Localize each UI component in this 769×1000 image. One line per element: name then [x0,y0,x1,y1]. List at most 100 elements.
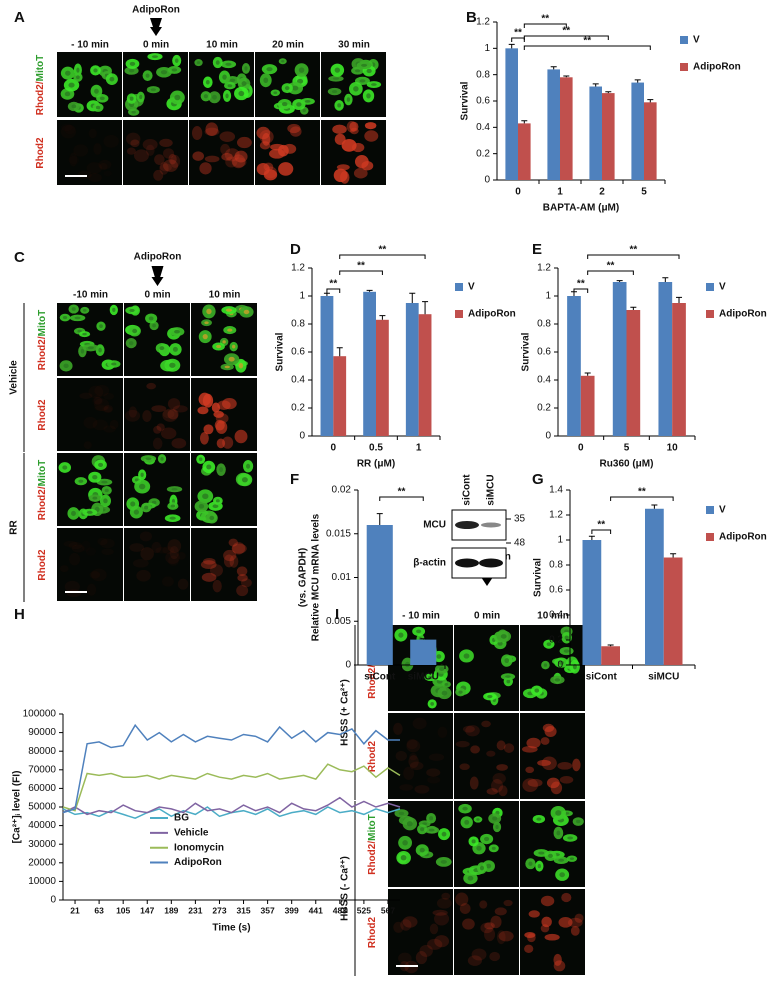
y-tick-label: 0.6 [476,96,490,107]
blot-band [481,522,501,528]
cell-signal [494,907,507,916]
legend-label: Vehicle [174,827,209,838]
cell-signal [93,143,102,155]
cell-nucleus [145,73,150,78]
cell-signal [167,398,181,410]
cell-signal [459,903,471,914]
cell-nucleus [169,362,176,368]
cell-nucleus [463,653,470,659]
cell-signal [232,157,247,168]
row-label-part: MitoT [37,310,48,337]
cell-signal [171,438,187,449]
cell-nucleus [353,86,359,92]
x-tick-label: 1 [416,443,422,454]
legend-swatch [680,36,688,44]
row-label: Rhod2/MitoT [37,310,48,371]
data-line [62,763,401,812]
y-tick-label: 1.4 [549,485,563,496]
cell-signal [101,548,113,555]
row-label-part: MitoT [35,55,46,82]
cell-nucleus [80,348,85,354]
y-tick-label: 0.2 [291,403,305,414]
row-label: Rhod2 [37,399,48,431]
cell-nucleus [546,642,552,646]
cell-signal [204,127,220,136]
significance-label: ** [398,487,406,498]
cell-signal [153,425,162,434]
cell-signal [83,441,92,450]
y-tick-label: 0.6 [291,347,305,358]
x-tick-label: 10 [667,443,679,454]
cell-nucleus [302,109,306,113]
cell-signal [541,756,557,771]
cell-signal [203,424,214,435]
cell-nucleus [492,816,498,821]
cell-signal [167,539,182,553]
cell-nucleus [246,463,251,469]
cell-signal [537,759,552,766]
cell-nucleus [487,694,493,699]
cell-signal [133,149,149,162]
cell-nucleus [464,819,470,825]
significance-label: ** [514,28,522,39]
cell-nucleus [198,457,203,462]
error-bar [366,289,373,292]
bar [320,296,334,436]
cell-signal [455,740,470,748]
cell-nucleus [558,660,565,665]
significance-label: ** [583,36,591,47]
column-label: 10 min [537,611,569,622]
cell-nucleus [82,308,87,312]
cell-nucleus [109,76,115,82]
cell-signal [231,543,247,554]
cell-nucleus [224,365,230,369]
x-tick-label: 63 [94,905,104,915]
y-tick-label: 0.005 [326,616,351,627]
cell-signal [480,922,494,934]
cell-signal [432,909,448,916]
cell-signal [349,121,359,132]
column-label: 0 min [474,611,500,622]
cell-signal [427,938,443,950]
cell-nucleus [92,496,98,500]
cell-nucleus [151,55,159,59]
cell-nucleus [567,836,574,840]
cell-nucleus [62,316,68,320]
error-bar [508,43,515,49]
row-label-part: Rhod2 [37,549,48,581]
cell-signal [204,155,220,163]
row-label: Rhod2 [35,137,46,169]
y-tick-label: 0.4 [476,122,490,133]
cell-nucleus [491,846,496,850]
cell-nucleus [205,79,210,85]
cell-nucleus [77,329,82,333]
x-tick-label: siMCU [648,672,679,683]
y-tick-label: 0.2 [537,403,551,414]
cell-signal [159,163,172,172]
cell-signal [278,162,294,176]
cell-signal [484,922,495,930]
x-tick-label: siCont [586,672,618,683]
x-tick-label: 231 [188,905,202,915]
cell-signal [73,144,88,157]
blot-marker: 35 [514,514,526,525]
micrograph [388,889,453,975]
bar [601,646,620,665]
cell-signal [167,409,179,420]
y-tick-label: 0.4 [549,610,563,621]
row-label: Rhod2/MitoT [35,55,46,116]
bar [405,303,419,436]
cell-signal [429,923,439,935]
bar [366,525,393,665]
bar [612,282,627,436]
cell-nucleus [359,79,366,83]
cell-nucleus [346,97,351,102]
cell-signal [414,784,430,794]
x-tick-label: 1 [557,187,563,198]
significance-label: ** [379,245,387,256]
error-bar [420,638,427,640]
cell-nucleus [216,344,222,349]
cell-nucleus [500,634,507,639]
cell-nucleus [559,872,565,878]
